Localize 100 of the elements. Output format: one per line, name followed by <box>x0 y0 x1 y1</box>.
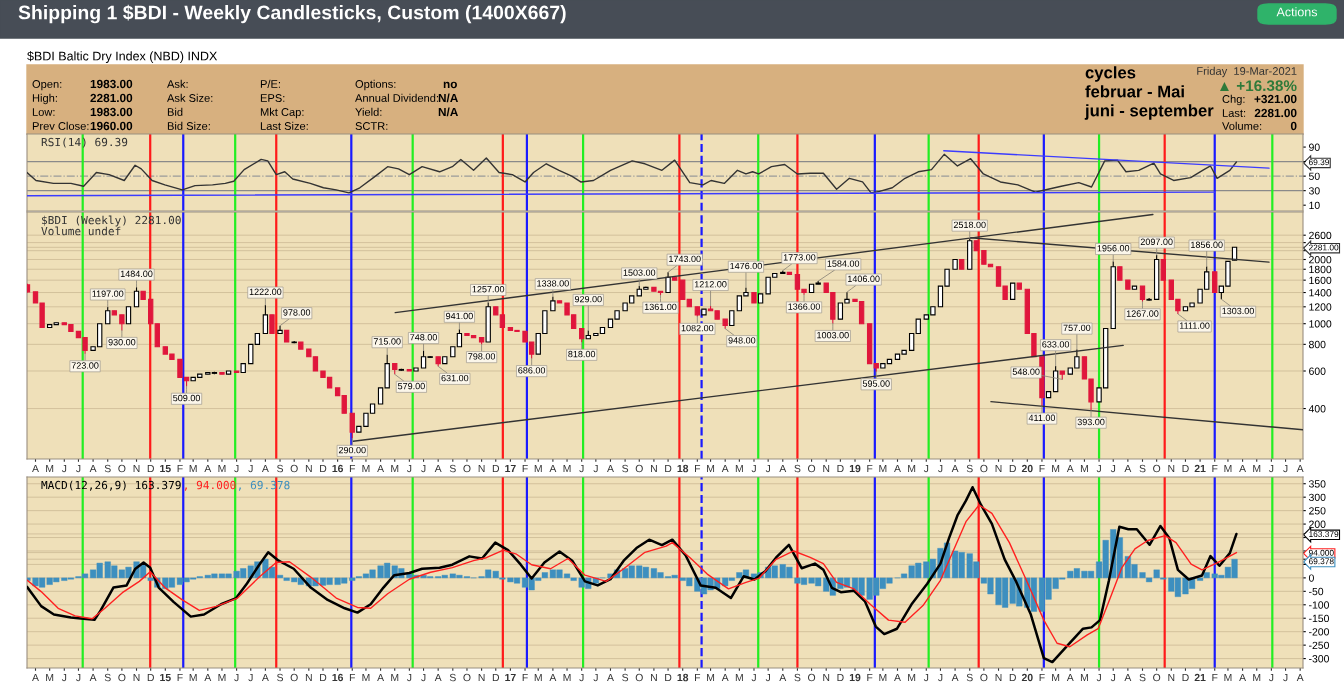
x-tick-label: S <box>449 673 456 682</box>
text: Open: <box>32 80 62 91</box>
y-tick-label: -200 <box>1309 628 1329 636</box>
x-tick-label: M <box>46 673 54 682</box>
text: Friday 19-Mar-2021 <box>1197 66 1297 78</box>
x-tick-label: D <box>665 673 672 682</box>
annotation: 978.00 <box>283 309 311 316</box>
x-tick-label: 15 <box>160 464 171 473</box>
x-tick-label: J <box>1110 464 1116 473</box>
x-tick-label: N <box>1168 673 1175 682</box>
x-tick-label: 21 <box>1194 673 1206 682</box>
x-tick-label: J <box>1096 464 1101 473</box>
x-tick-label: M <box>879 464 887 473</box>
y-tick-label: 50 <box>1308 172 1320 181</box>
annotation: Volume undef <box>41 226 121 236</box>
x-tick-label: A <box>951 464 959 473</box>
x-tick-label: S <box>622 464 629 473</box>
text: 1983.00 <box>90 79 133 89</box>
x-tick-label: J <box>76 673 81 682</box>
x-tick-label: J <box>234 673 239 682</box>
annotation: 1503.00 <box>623 269 656 276</box>
x-tick-label: D <box>320 464 327 473</box>
x-tick-label: J <box>421 464 426 473</box>
x-tick-label: 19 <box>849 673 861 682</box>
x-tick-label: J <box>751 673 756 682</box>
x-tick-label: S <box>966 673 973 682</box>
annotation: 1082.00 <box>681 324 714 332</box>
y-tick-label: 600 <box>1309 367 1326 375</box>
annotation: 633.00 <box>1042 341 1070 348</box>
x-tick-label: M <box>391 673 399 682</box>
x-tick-label: N <box>995 464 1002 473</box>
x-tick-label: N <box>995 673 1002 682</box>
x-tick-label: D <box>147 673 154 682</box>
annotation: 548.00 <box>1012 368 1040 375</box>
x-tick-label: M <box>1224 673 1232 682</box>
annotation: 1111.00 <box>1179 322 1210 329</box>
y-tick-label: 1600 <box>1309 276 1332 285</box>
x-tick-label: A <box>1296 673 1304 682</box>
text: Chg: <box>1222 94 1245 106</box>
x-tick-label: O <box>118 673 126 682</box>
x-tick-label: M <box>735 673 743 682</box>
x-tick-label: M <box>218 464 226 473</box>
x-tick-label: F <box>1212 464 1218 473</box>
x-tick-label: A <box>894 464 901 473</box>
x-tick-label: J <box>1268 464 1274 473</box>
x-tick-label: J <box>1283 464 1288 473</box>
x-tick-label: O <box>635 673 643 682</box>
x-tick-label: A <box>434 464 442 473</box>
x-tick-label: S <box>794 673 801 682</box>
y-tick-label: 400 <box>1308 405 1326 413</box>
y-tick-label: 30 <box>1308 187 1320 195</box>
x-tick-label: 17 <box>505 673 516 682</box>
x-tick-label: A <box>89 464 97 473</box>
y-tick-label: -150 <box>1309 614 1329 623</box>
x-tick-label: D <box>1182 673 1189 682</box>
y-tick-label: 300 <box>1308 493 1326 502</box>
x-tick-label: S <box>104 464 111 473</box>
x-tick-label: A <box>951 673 959 682</box>
x-tick-label: J <box>1110 673 1116 682</box>
x-tick-label: M <box>563 673 571 682</box>
x-tick-label: M <box>189 464 197 473</box>
text: ▲ +16.38% <box>1219 80 1297 92</box>
y-tick-label: 94.000 <box>1308 549 1334 556</box>
x-tick-label: J <box>1283 673 1288 682</box>
text: 1960.00 <box>90 121 133 131</box>
x-tick-label: N <box>133 673 140 682</box>
y-tick-label: 350 <box>1308 480 1326 488</box>
x-tick-label: M <box>707 464 715 473</box>
x-tick-label: O <box>463 464 471 473</box>
x-tick-label: F <box>349 464 356 473</box>
y-tick-label: -100 <box>1309 601 1329 609</box>
x-tick-label: D <box>492 673 500 682</box>
y-tick-label: 2600 <box>1309 231 1332 240</box>
text: Annual Dividend: <box>355 93 438 102</box>
annotation: 1366.00 <box>788 303 820 310</box>
text: P/E: <box>260 79 280 88</box>
x-tick-label: J <box>938 464 943 473</box>
x-tick-label: J <box>923 673 929 682</box>
annotation: 1773.00 <box>783 254 816 261</box>
x-tick-label: A <box>607 464 614 473</box>
x-tick-label: A <box>1124 464 1132 473</box>
x-tick-label: J <box>61 673 67 682</box>
annotation: 757.00 <box>1063 324 1091 332</box>
annotation: 631.00 <box>441 374 469 382</box>
text: N/A <box>438 93 459 103</box>
x-tick-label: A <box>607 673 614 682</box>
x-tick-label: S <box>794 464 801 473</box>
chart-title: Shipping 1 $BDI - Weekly Candlesticks, Custom (1400X667) <box>18 4 566 24</box>
text: Low: <box>32 108 55 116</box>
annotation: 1003.00 <box>817 331 849 339</box>
x-tick-label: S <box>104 673 111 682</box>
annotation: 1212.00 <box>694 281 727 288</box>
chart-subtitle: $BDI Baltic Dry Index (NBD) INDX <box>27 51 218 63</box>
x-tick-label: 20 <box>1021 673 1033 682</box>
annotation: 1406.00 <box>848 275 880 283</box>
x-tick-label: N <box>1168 464 1175 473</box>
x-tick-label: M <box>1052 673 1060 682</box>
annotation: 1476.00 <box>730 262 762 270</box>
x-tick-label: J <box>765 464 770 473</box>
x-tick-label: S <box>1139 464 1146 473</box>
